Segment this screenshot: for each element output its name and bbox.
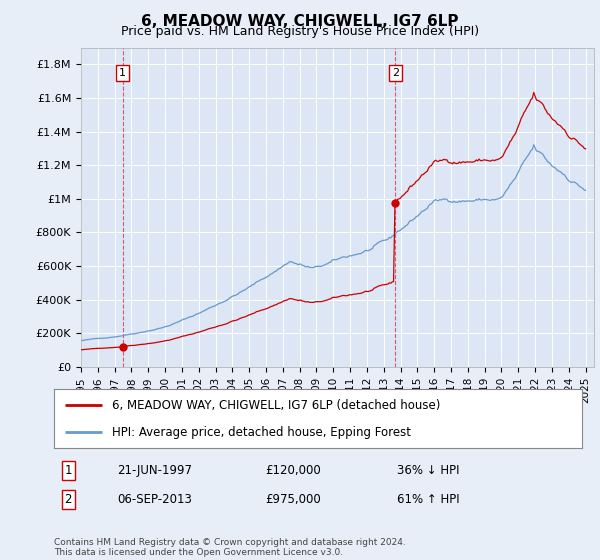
Text: £120,000: £120,000	[265, 464, 321, 477]
Text: 06-SEP-2013: 06-SEP-2013	[118, 493, 192, 506]
Text: 2: 2	[392, 68, 399, 78]
Text: 36% ↓ HPI: 36% ↓ HPI	[397, 464, 460, 477]
Text: 1: 1	[119, 68, 126, 78]
Text: Price paid vs. HM Land Registry's House Price Index (HPI): Price paid vs. HM Land Registry's House …	[121, 25, 479, 38]
Text: 21-JUN-1997: 21-JUN-1997	[118, 464, 193, 477]
Text: HPI: Average price, detached house, Epping Forest: HPI: Average price, detached house, Eppi…	[112, 426, 411, 438]
Text: 2: 2	[65, 493, 72, 506]
Text: 61% ↑ HPI: 61% ↑ HPI	[397, 493, 460, 506]
Text: Contains HM Land Registry data © Crown copyright and database right 2024.
This d: Contains HM Land Registry data © Crown c…	[54, 538, 406, 557]
Text: 6, MEADOW WAY, CHIGWELL, IG7 6LP (detached house): 6, MEADOW WAY, CHIGWELL, IG7 6LP (detach…	[112, 399, 440, 412]
Text: £975,000: £975,000	[265, 493, 321, 506]
Text: 6, MEADOW WAY, CHIGWELL, IG7 6LP: 6, MEADOW WAY, CHIGWELL, IG7 6LP	[141, 14, 459, 29]
Text: 1: 1	[65, 464, 72, 477]
